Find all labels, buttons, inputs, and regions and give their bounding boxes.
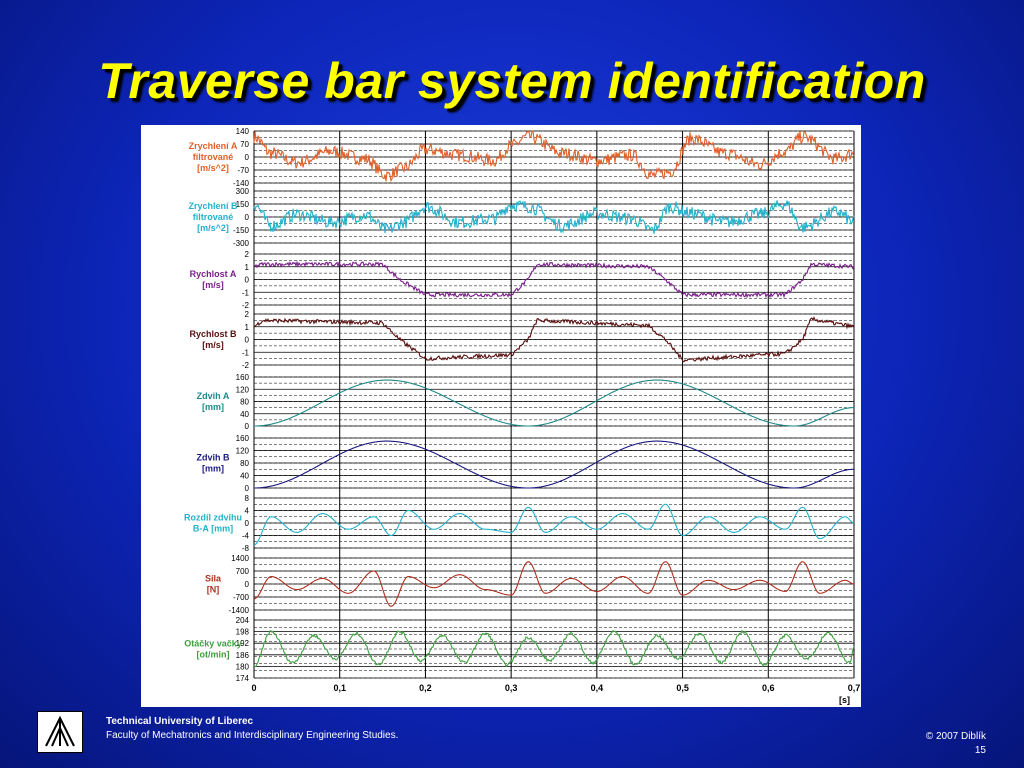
panel-label: filtrované (193, 212, 234, 222)
y-tick-label: -4 (242, 532, 250, 541)
y-tick-label: 150 (236, 200, 250, 209)
panel-label: [ot/min] (197, 650, 230, 660)
panel-label: B-A [mm] (193, 524, 233, 534)
panel-label: Zdvih B (197, 453, 230, 463)
x-unit-label: [s] (839, 695, 850, 705)
y-tick-label: 70 (240, 140, 249, 149)
panel-label: Rychlost B (189, 329, 237, 339)
y-tick-label: -70 (237, 166, 249, 175)
x-tick-label: 0,1 (333, 683, 346, 693)
series-line (253, 629, 855, 668)
y-tick-label: 198 (236, 628, 250, 637)
y-tick-label: 0 (245, 276, 250, 285)
y-tick-label: 1 (245, 263, 250, 272)
y-tick-label: 204 (236, 616, 250, 625)
panel-label: Rozdíl zdvihu (184, 513, 242, 523)
panel-label: [mm] (202, 464, 224, 474)
y-tick-label: -2 (242, 301, 250, 310)
x-tick-label: 0,3 (505, 683, 518, 693)
y-tick-label: 300 (236, 187, 250, 196)
y-tick-label: 180 (236, 662, 250, 671)
y-tick-label: -300 (233, 239, 250, 248)
y-tick-label: 2 (245, 310, 250, 319)
y-tick-label: -700 (233, 593, 250, 602)
panel-label: [m/s] (202, 280, 224, 290)
y-tick-label: 1 (245, 323, 250, 332)
y-tick-label: -140 (233, 179, 250, 188)
x-tick-label: 0,4 (591, 683, 604, 693)
panel-label: [m/s] (202, 340, 224, 350)
x-tick-label: 0,5 (676, 683, 689, 693)
x-tick-label: 0,7 (848, 683, 861, 693)
y-tick-label: 40 (240, 472, 249, 481)
y-tick-label: -1 (242, 348, 250, 357)
y-tick-label: 120 (236, 447, 250, 456)
y-tick-label: 174 (236, 674, 250, 683)
series-line (253, 316, 855, 363)
y-tick-label: -1 (242, 288, 250, 297)
slide-number: 15 (974, 745, 986, 756)
x-tick-label: 0,2 (419, 683, 432, 693)
y-tick-label: 160 (236, 373, 250, 382)
x-tick-label: 0,6 (762, 683, 775, 693)
footer-faculty: Faculty of Mechatronics and Interdiscipl… (106, 730, 399, 741)
panel-label: Zrychlení B (188, 201, 238, 211)
panel-label: [m/s^2] (197, 223, 229, 233)
panel-label: Otáčky vačky (184, 639, 242, 649)
y-tick-label: 4 (245, 507, 250, 516)
y-tick-label: -1400 (229, 606, 250, 615)
slide-title: Traverse bar system identification (98, 53, 926, 109)
y-tick-label: 192 (236, 639, 250, 648)
panel-label: filtrované (193, 152, 234, 162)
y-tick-label: 2 (245, 250, 250, 259)
y-tick-label: -150 (233, 226, 250, 235)
series-line (253, 561, 855, 607)
series-line (253, 260, 855, 299)
footer-copyright: © 2007 Diblík (925, 731, 986, 742)
y-tick-label: 0 (245, 336, 250, 345)
series-line (253, 200, 855, 234)
series-line (254, 440, 854, 489)
panel-label: [mm] (202, 402, 224, 412)
y-tick-label: 40 (240, 410, 249, 419)
y-tick-label: 160 (236, 434, 250, 443)
y-tick-label: -2 (242, 361, 250, 370)
y-tick-label: 8 (245, 494, 250, 503)
x-tick-label: 0 (251, 683, 256, 693)
panel-label: Síla (205, 574, 222, 584)
panel-label: [m/s^2] (197, 163, 229, 173)
y-tick-label: 1400 (231, 554, 249, 563)
y-tick-label: -8 (242, 544, 250, 553)
y-tick-label: 186 (236, 651, 250, 660)
y-tick-label: 80 (240, 459, 249, 468)
panel-label: [N] (207, 585, 220, 595)
series-line (253, 129, 855, 183)
y-tick-label: 700 (236, 567, 250, 576)
y-tick-label: 0 (245, 153, 250, 162)
panel-label: Zdvih A (197, 391, 230, 401)
footer-org: Technical University of Liberec (106, 716, 254, 727)
panel-label: Zrychlení A (189, 141, 238, 151)
y-tick-label: 0 (245, 422, 250, 431)
university-logo (37, 711, 83, 753)
y-tick-label: 140 (236, 127, 250, 136)
y-tick-label: 80 (240, 398, 249, 407)
y-tick-label: 0 (245, 519, 250, 528)
panel-label: Rychlost A (190, 269, 237, 279)
y-tick-label: 120 (236, 385, 250, 394)
series-line (253, 503, 855, 546)
y-tick-label: 0 (245, 580, 250, 589)
y-tick-label: 0 (245, 484, 250, 493)
logo-mark-icon (45, 715, 75, 747)
series-line (254, 379, 854, 427)
y-tick-label: 0 (245, 213, 250, 222)
